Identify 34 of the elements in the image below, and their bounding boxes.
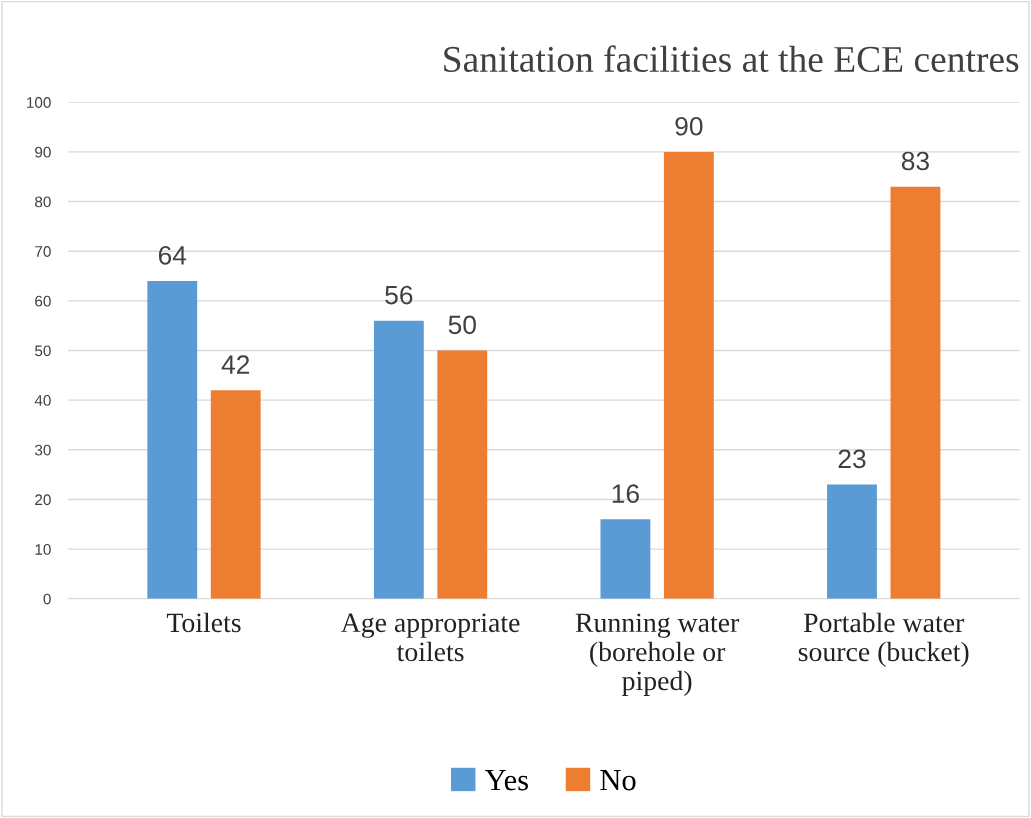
y-tick-label: 40 — [34, 395, 51, 406]
bar — [373, 320, 424, 599]
y-tick-label: 90 — [35, 146, 51, 158]
y-tick-label: 70 — [35, 246, 51, 257]
data-label: 50 — [448, 315, 476, 335]
x-tick-label: Portable water source (bucket) — [798, 612, 969, 667]
bar — [827, 484, 877, 599]
bar — [663, 151, 714, 599]
y-tick-label: 50 — [35, 345, 51, 357]
x-tick-label: Toilets — [166, 612, 241, 633]
data-label: 83 — [901, 151, 929, 171]
y-tick-label: 60 — [35, 295, 51, 307]
y-tick-label: 10 — [35, 543, 51, 555]
bar — [890, 186, 941, 599]
chart-title: Sanitation facilities at the ECE centres — [444, 45, 1019, 73]
data-label: 16 — [612, 484, 639, 503]
y-tick-label: 100 — [27, 97, 51, 108]
y-tick-label: 0 — [43, 593, 51, 605]
x-tick-label: Running water (borehole or piped) — [575, 613, 740, 696]
y-tick-label: 80 — [35, 196, 51, 208]
y-tick-label: 20 — [35, 494, 51, 506]
data-label: 90 — [675, 116, 703, 136]
legend-label: No — [600, 770, 636, 791]
legend-label: Yes — [484, 770, 528, 791]
bar — [210, 390, 261, 599]
x-tick-label: Age appropriate toilets — [340, 613, 520, 662]
data-label: 23 — [838, 449, 866, 469]
y-tick-label: 30 — [34, 444, 51, 456]
bar — [437, 350, 488, 599]
bar — [147, 281, 198, 599]
data-label: 64 — [158, 245, 187, 265]
data-label: 42 — [221, 355, 250, 374]
data-label: 56 — [385, 285, 413, 305]
bar — [600, 519, 651, 599]
